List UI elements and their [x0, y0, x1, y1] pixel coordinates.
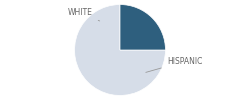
Text: HISPANIC: HISPANIC	[146, 57, 202, 72]
Wedge shape	[120, 4, 165, 50]
Wedge shape	[75, 4, 165, 95]
Text: WHITE: WHITE	[68, 8, 100, 21]
